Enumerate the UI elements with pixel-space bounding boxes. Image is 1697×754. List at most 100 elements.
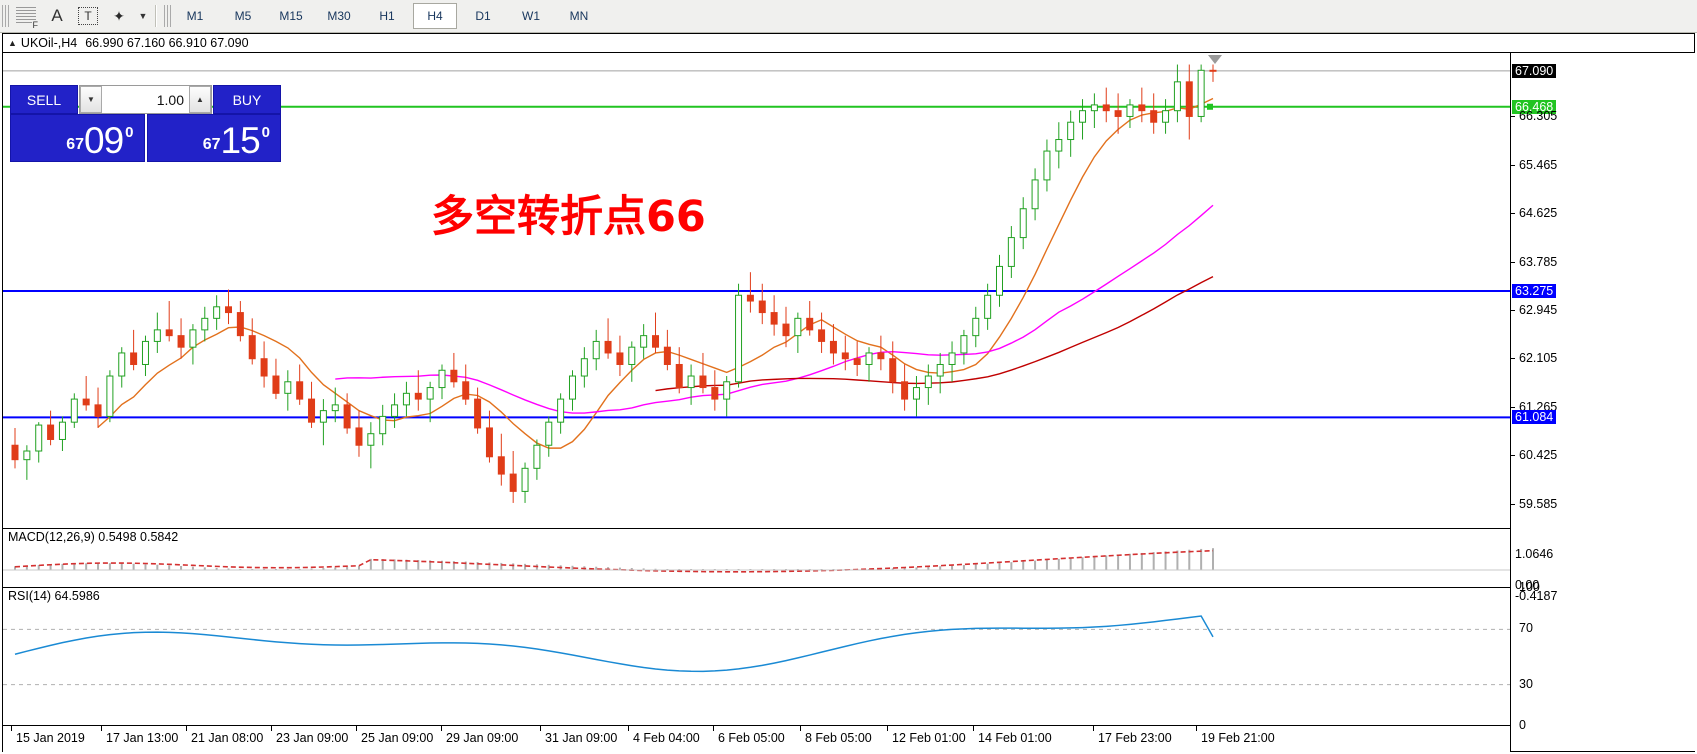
level-price-label: 61.084 [1512, 410, 1557, 425]
period-h1[interactable]: H1 [379, 9, 395, 23]
time-tick-mark [186, 726, 187, 731]
time-tick-label: 31 Jan 09:00 [545, 731, 618, 745]
bid-price-label: 66.468 [1512, 99, 1557, 114]
period-w1[interactable]: W1 [522, 9, 540, 23]
main-toolbar: A T ✦ ▼ M1 M5 M15 M30 H1 H4 D1 W1 MN [0, 0, 1697, 33]
toolbar-grip[interactable] [2, 5, 9, 27]
macd-label: MACD(12,26,9) 0.5498 0.5842 [8, 530, 182, 544]
macd-scale-label: 1.0646 [1515, 547, 1554, 561]
period-m30[interactable]: M30 [327, 9, 351, 23]
time-tick-mark [713, 726, 714, 731]
time-tick-label: 15 Jan 2019 [16, 731, 85, 745]
sell-price-fraction: 0 [125, 124, 134, 141]
price-tick-label: 63.785 [1519, 254, 1558, 269]
price-tick-mark [1511, 309, 1515, 311]
ohlc-values-label: 66.990 67.160 66.910 67.090 [85, 36, 249, 50]
macd-scale-label: -0.4187 [1515, 589, 1558, 603]
time-axis: 15 Jan 2019 17 Jan 13:00 21 Jan 08:00 23 Ja… [3, 725, 1510, 752]
sell-price-main: 09 [84, 120, 124, 161]
time-tick-mark [1093, 726, 1094, 731]
macd-svg [3, 548, 1510, 573]
ask-price-label: 67.090 [1512, 63, 1557, 78]
price-tick-label: 62.945 [1519, 302, 1558, 317]
buy-button[interactable]: BUY [213, 85, 281, 114]
price-tick-label: 64.625 [1519, 206, 1558, 221]
time-tick-label: 14 Feb 01:00 [978, 731, 1052, 745]
price-tick-mark [1511, 406, 1515, 408]
period-m5[interactable]: M5 [234, 9, 252, 23]
period-mn[interactable]: MN [569, 9, 589, 23]
trade-panel-top-row: SELL ▼ 1.00 ▲ BUY [10, 85, 281, 114]
rsi-scale-label: 70 [1519, 621, 1533, 636]
price-tick-label: 59.585 [1519, 496, 1558, 511]
time-tick-label: 19 Feb 21:00 [1201, 731, 1275, 745]
price-tick-mark [1511, 503, 1515, 505]
period-m1[interactable]: M1 [186, 9, 204, 23]
time-tick-mark [628, 726, 629, 731]
time-tick-mark [11, 726, 12, 731]
symbol-info-bar: ▲ UKOil-,H4 66.990 67.160 66.910 67.090 [3, 34, 1694, 53]
shapes-dropdown-arrow-icon[interactable]: ▼ [138, 11, 148, 21]
price-tick-mark [1511, 213, 1515, 215]
rsi-indicator-pane[interactable]: RSI(14) 64.5986 [3, 587, 1510, 726]
period-toolbar-grip[interactable] [164, 5, 171, 27]
rsi-scale-label: 100 [1519, 580, 1540, 594]
price-scale-column[interactable]: 67.090 66.468 66.305 65.465 64.625 63.785 63.2… [1510, 53, 1695, 751]
price-tick-mark [1511, 116, 1515, 118]
time-tick-label: 8 Feb 05:00 [805, 731, 872, 745]
sell-price-prefix: 67 [66, 136, 84, 153]
sell-button[interactable]: SELL [10, 85, 78, 114]
level-price-label: 63.275 [1512, 283, 1557, 298]
time-tick-label: 6 Feb 05:00 [718, 731, 785, 745]
time-tick-mark [973, 726, 974, 731]
price-tick-label: 65.465 [1519, 157, 1558, 172]
price-tick-label: 60.425 [1519, 448, 1558, 463]
volume-decrease-icon[interactable]: ▼ [80, 86, 102, 113]
time-tick-mark [800, 726, 801, 731]
time-tick-label: 23 Jan 09:00 [276, 731, 349, 745]
sell-price-box[interactable]: 67 09 0 [10, 114, 145, 162]
toolbar-separator [155, 5, 157, 27]
time-tick-mark [271, 726, 272, 731]
rsi-svg [3, 615, 1510, 686]
time-tick-mark [441, 726, 442, 731]
chart-window: ▲ UKOil-,H4 66.990 67.160 66.910 67.090 … [2, 33, 1695, 752]
period-m15[interactable]: M15 [279, 9, 303, 23]
rsi-scale-label: 0 [1519, 718, 1526, 732]
time-tick-label: 12 Feb 01:00 [892, 731, 966, 745]
time-tick-mark [1196, 726, 1197, 731]
price-tick-label: 62.105 [1519, 351, 1558, 366]
period-h4[interactable]: H4 [413, 3, 457, 29]
time-tick-mark [101, 726, 102, 731]
macd-scale-label: 0.00 [1515, 578, 1540, 592]
rsi-scale-label: 30 [1519, 676, 1533, 691]
collapse-triangle-icon[interactable]: ▲ [8, 38, 17, 48]
rsi-label: RSI(14) 64.5986 [8, 589, 103, 603]
symbol-name-label: UKOil-,H4 [20, 36, 78, 50]
price-tick-mark [1511, 164, 1515, 166]
price-tick-mark [1511, 358, 1515, 360]
text-label-icon[interactable]: A [51, 6, 63, 25]
chart-annotation-text: 多空转折点66 [431, 192, 706, 242]
macd-indicator-pane[interactable]: MACD(12,26,9) 0.5498 0.5842 [3, 528, 1510, 586]
price-tick-mark [1511, 261, 1515, 263]
buy-price-main: 15 [220, 120, 261, 161]
time-tick-mark [887, 726, 888, 731]
shapes-icon[interactable]: ✦ [113, 7, 125, 24]
time-tick-label: 29 Jan 09:00 [446, 731, 519, 745]
volume-input[interactable]: 1.00 [102, 86, 189, 113]
volume-increase-icon[interactable]: ▲ [189, 86, 211, 113]
period-d1[interactable]: D1 [475, 9, 491, 23]
time-tick-label: 21 Jan 08:00 [191, 731, 264, 745]
text-box-icon[interactable]: T [74, 3, 102, 29]
buy-price-fraction: 0 [261, 124, 270, 141]
buy-price-prefix: 67 [202, 136, 221, 153]
one-click-trading-panel[interactable]: SELL ▼ 1.00 ▲ BUY 67 09 0 67 15 0 [10, 85, 281, 162]
crosshair-f-icon[interactable] [12, 3, 40, 30]
time-tick-label: 25 Jan 09:00 [361, 731, 434, 745]
price-tick-label: 66.305 [1519, 109, 1558, 124]
time-tick-label: 4 Feb 04:00 [633, 731, 700, 745]
buy-price-box[interactable]: 67 15 0 [146, 114, 281, 162]
price-tick-mark [1511, 455, 1515, 457]
volume-stepper[interactable]: ▼ 1.00 ▲ [79, 85, 212, 114]
